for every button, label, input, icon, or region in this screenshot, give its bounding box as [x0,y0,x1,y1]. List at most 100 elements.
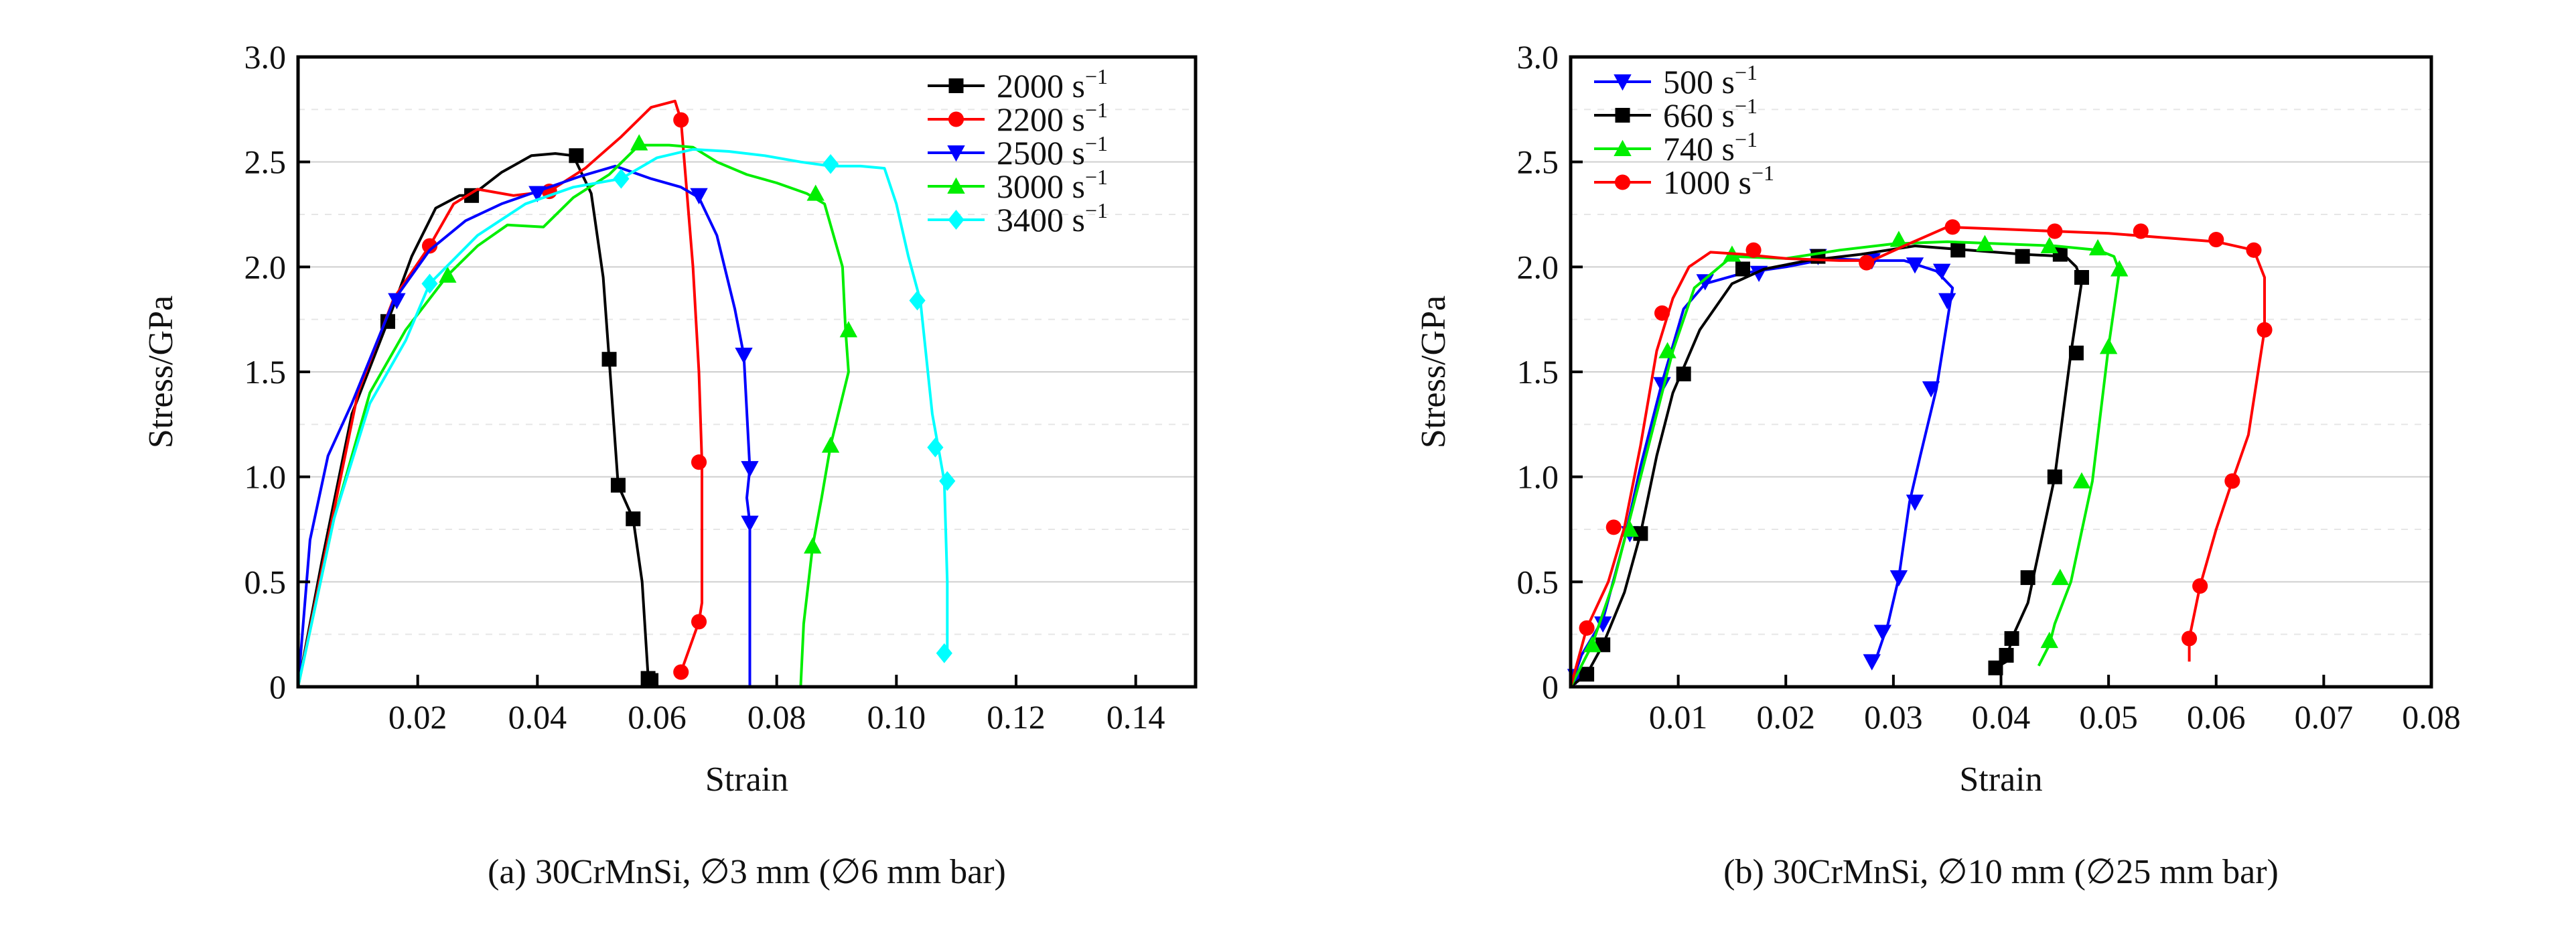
series-marker-b-1 [1676,367,1691,382]
legend-rate: 1000 s [1663,163,1751,201]
x-tick-label: 0.14 [1106,698,1165,736]
y-tick-label: 1.0 [1517,458,1559,496]
figure-caption: (a) 30CrMnSi, ∅3 mm (∅6 mm bar) [488,853,1006,891]
series-marker-b-3 [2181,631,2198,647]
series-marker-a-1 [421,238,438,254]
series-marker-b-2 [2040,631,2058,649]
series-marker-b-1 [2020,570,2035,586]
legend-swatch-marker [948,111,964,127]
series-marker-a-4 [936,643,952,663]
legend-rate-exponent: −1 [1085,198,1108,222]
series-marker-b-2 [2072,472,2091,488]
series-marker-b-1 [1579,667,1595,682]
series-marker-b-1 [2015,249,2030,264]
series-marker-a-4 [421,273,438,294]
series-line-a-1 [297,99,703,687]
series-marker-a-2 [735,347,753,365]
series-marker-b-2 [2099,338,2118,354]
series-marker-a-4 [939,471,956,491]
x-tick-label: 0.06 [628,698,687,736]
series-marker-b-1 [2068,345,2084,360]
legend-rate: 2500 s [997,134,1085,172]
series-marker-b-2 [2051,568,2070,586]
series-line-b-1 [1569,245,2083,688]
x-tick-label: 0.04 [508,698,567,736]
legend-entry-label: 1000 s−1 [1663,161,1774,201]
x-tick-label: 0.05 [2079,698,2138,736]
x-axis-label: Strain [705,760,788,799]
y-tick-label: 0.5 [244,563,287,600]
series-marker-b-1 [1810,249,1826,264]
x-tick-label: 0.08 [747,698,806,736]
series-marker-b-1 [1595,637,1611,653]
legend-swatch-marker [947,177,965,194]
legend-swatch-marker [1614,74,1632,91]
y-tick-label: 2.0 [244,248,287,285]
x-tick-label: 0.02 [1757,698,1816,736]
series-marker-a-1 [673,664,689,680]
x-tick-label: 0.08 [2402,698,2461,736]
series-marker-a-0 [601,352,617,367]
series-marker-a-0 [569,148,584,163]
y-tick-label: 0 [269,668,286,706]
series-marker-b-3 [2133,223,2149,239]
series-marker-b-1 [1735,261,1750,277]
series-marker-b-2 [1621,520,1639,537]
legend-swatch-marker [1615,108,1630,123]
series-marker-b-2 [2088,239,2107,256]
series-marker-b-3 [2257,322,2273,338]
series-marker-b-1 [1988,660,2003,675]
series-marker-a-2 [528,186,547,202]
series-marker-b-2 [1889,230,1908,247]
series-line-a-2 [297,164,752,687]
series-marker-a-1 [673,112,689,128]
series-marker-b-0 [1889,570,1908,587]
figure-caption: (b) 30CrMnSi, ∅10 mm (∅25 mm bar) [1723,853,2279,891]
x-tick-label: 0.10 [867,698,926,736]
y-tick-label: 1.5 [244,353,287,391]
series-marker-b-2 [2040,237,2058,253]
series-marker-a-1 [691,614,707,630]
series-marker-a-2 [741,461,759,478]
series-marker-a-2 [690,188,708,204]
series-marker-a-2 [388,293,406,310]
series-marker-b-0 [1938,293,1956,310]
series-marker-a-0 [626,511,641,527]
series-line-b-2 [1569,240,2121,687]
series-marker-b-1 [1950,243,1966,258]
legend-rate: 2200 s [997,101,1085,138]
series-marker-a-3 [630,134,648,151]
series-marker-b-2 [2110,260,2129,277]
legend-rate-exponent: −1 [1751,161,1774,185]
y-axis-label: Stress/GPa [1415,295,1453,448]
series-marker-b-3 [1859,255,1875,271]
y-tick-label: 2.0 [1517,248,1559,285]
y-tick-label: 2.5 [244,143,287,181]
series-marker-b-3 [1654,305,1670,321]
series-marker-a-4 [822,153,839,174]
series-marker-b-3 [1579,620,1595,636]
series-line-b-3 [1569,225,2266,687]
legend-swatch-marker [948,210,964,230]
x-tick-label: 0.04 [1972,698,2031,736]
y-tick-label: 0 [1542,668,1559,706]
y-axis-label: Stress/GPa [142,295,180,448]
series-marker-b-0 [1932,263,1951,280]
legend-entry-label: 2500 s−1 [997,131,1108,172]
legend-entry-label: 660 s−1 [1663,94,1758,134]
series-marker-b-2 [1658,342,1676,358]
legend-rate: 500 s [1663,63,1735,101]
legend-rate-exponent: −1 [1085,165,1108,189]
legend-rate: 3000 s [997,168,1085,205]
y-tick-label: 3.0 [1517,38,1559,76]
series-marker-b-0 [1653,377,1671,393]
legend-entry-label: 2200 s−1 [997,98,1108,138]
series-marker-b-1 [2074,270,2089,285]
series-marker-a-3 [839,321,858,338]
series-marker-b-1 [1633,526,1648,541]
series-marker-b-0 [1863,654,1881,671]
